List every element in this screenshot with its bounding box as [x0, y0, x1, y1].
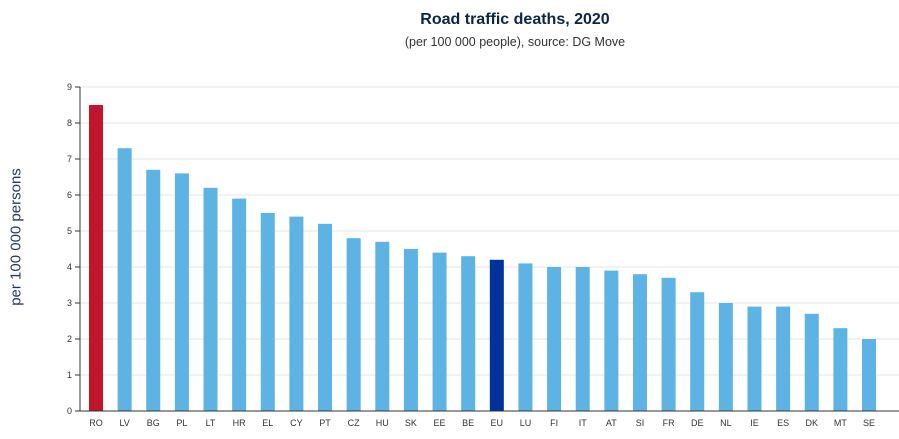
x-tick-label: LV	[119, 418, 129, 428]
x-tick-label: BG	[147, 418, 160, 428]
bar-cz	[346, 238, 361, 411]
bar-lu	[518, 263, 533, 411]
x-tick-label: LU	[520, 418, 532, 428]
y-tick-label: 2	[67, 334, 72, 344]
bar-at	[604, 270, 619, 411]
y-ticks: 0 1 2 3 4 5 6 7 8 9	[67, 82, 80, 416]
x-tick-label: LT	[206, 418, 216, 428]
x-tick-label: RO	[89, 418, 103, 428]
bar-dk	[804, 313, 819, 411]
y-tick-label: 5	[67, 226, 72, 236]
x-tick-label: IE	[750, 418, 759, 428]
x-tick-label: BE	[462, 418, 474, 428]
x-tick-label: SE	[863, 418, 875, 428]
bar-si	[632, 274, 647, 411]
axes	[79, 87, 899, 412]
x-tick-label: ES	[777, 418, 789, 428]
x-tick-label: AT	[606, 418, 617, 428]
bar-fr	[661, 277, 676, 411]
bar-be	[461, 256, 476, 411]
bar-bg	[146, 169, 161, 411]
x-tick-label: DK	[805, 418, 818, 428]
y-tick-label: 1	[67, 370, 72, 380]
bar-es	[776, 306, 791, 411]
bar-pl	[174, 173, 189, 411]
x-tick-label: SI	[636, 418, 645, 428]
bar-de	[690, 292, 705, 411]
chart-title: Road traffic deaths, 2020	[420, 11, 610, 28]
bar-el	[260, 213, 275, 411]
x-tick-label: EE	[434, 418, 446, 428]
y-tick-label: 0	[67, 406, 72, 416]
bar-nl	[718, 303, 733, 411]
bar-sk	[403, 249, 418, 411]
chart-subtitle: (per 100 000 people), source: DG Move	[404, 35, 626, 49]
bar-hu	[375, 241, 390, 411]
x-tick-label: EL	[262, 418, 273, 428]
x-tick-label: PT	[319, 418, 331, 428]
x-tick-label: HU	[376, 418, 389, 428]
x-tick-label: NL	[720, 418, 732, 428]
bar-ee	[432, 252, 447, 411]
x-tick-label: FR	[663, 418, 675, 428]
bar-cy	[289, 216, 304, 411]
x-tick-label: IT	[579, 418, 588, 428]
bar-pt	[318, 223, 333, 411]
x-tick-label: HR	[233, 418, 246, 428]
x-tick-label: CY	[290, 418, 303, 428]
x-tick-label: DE	[691, 418, 704, 428]
bar-it	[575, 267, 590, 411]
x-tick-label: FI	[550, 418, 558, 428]
bar-ie	[747, 306, 762, 411]
y-tick-label: 6	[67, 190, 72, 200]
y-tick-label: 7	[67, 154, 72, 164]
x-tick-label: SK	[405, 418, 417, 428]
x-ticks: RO LV BG PL LT HR EL CY PT CZ HU SK EE BE EU LU FI IT AT SI…	[89, 418, 875, 428]
bar-se	[862, 339, 877, 411]
x-tick-label: MT	[834, 418, 847, 428]
y-tick-label: 8	[67, 118, 72, 128]
x-tick-label: PL	[176, 418, 187, 428]
bar-ro	[89, 105, 103, 411]
bar-fi	[547, 267, 562, 411]
bar-hr	[232, 198, 247, 411]
bars	[89, 105, 877, 411]
bar-mt	[833, 328, 848, 411]
bar-lt	[203, 187, 218, 411]
x-tick-label: EU	[491, 418, 504, 428]
bar-lv	[117, 148, 132, 411]
y-tick-label: 4	[67, 262, 72, 272]
x-tick-label: CZ	[348, 418, 360, 428]
y-tick-label: 9	[67, 82, 72, 92]
y-tick-label: 3	[67, 298, 72, 308]
bar-eu	[489, 259, 504, 411]
